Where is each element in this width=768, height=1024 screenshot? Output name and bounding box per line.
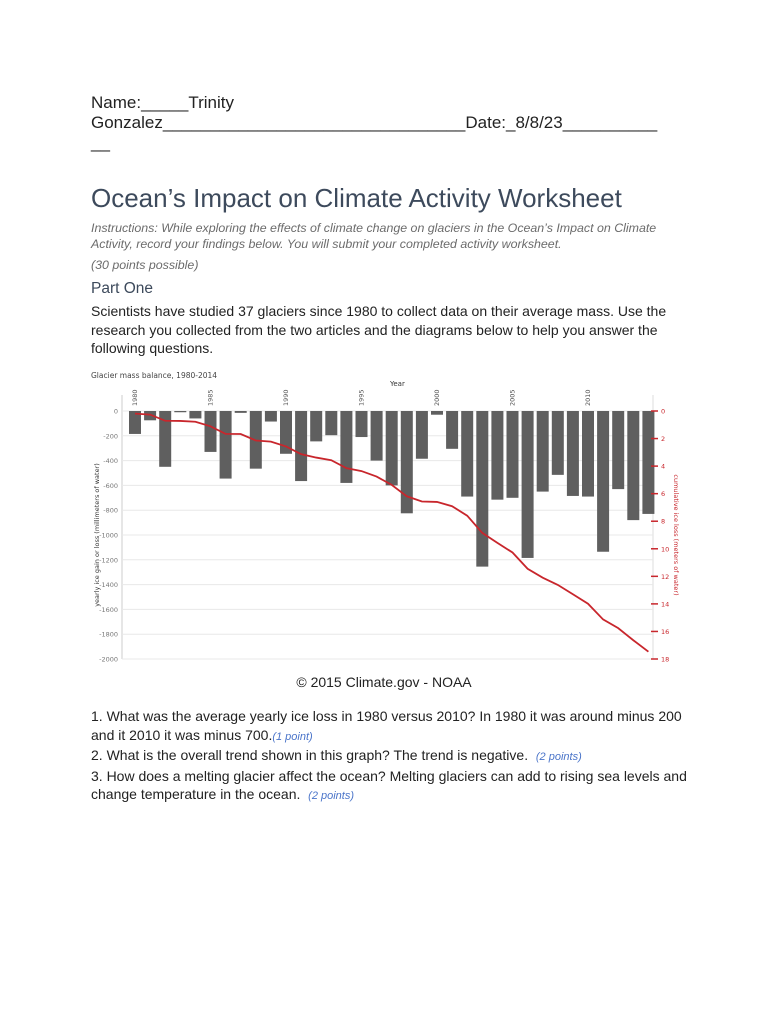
- points-possible: (30 points possible): [91, 258, 199, 272]
- bar-1989: [264, 411, 277, 422]
- y-tick-label: -200: [103, 432, 118, 440]
- bar-2001: [446, 411, 459, 449]
- bar-1999: [415, 411, 428, 459]
- y2-tick-label: 2: [661, 435, 665, 443]
- y-tick-label: -1200: [99, 556, 118, 564]
- bar-1991: [295, 411, 308, 482]
- y2-tick-label: 14: [661, 600, 669, 608]
- glacier-mass-balance-chart: Glacier mass balance, 1980-2014 Year yea…: [91, 371, 680, 664]
- y2-axis-label: cumulative ice loss (meters of water): [672, 474, 680, 595]
- x-tick-label: 1990: [282, 389, 290, 406]
- bar-1983: [174, 411, 187, 413]
- bar-1998: [400, 411, 413, 514]
- chart-title: Glacier mass balance, 1980-2014: [91, 371, 217, 380]
- x-tick-label: 2010: [584, 389, 592, 406]
- bar-2005: [506, 411, 519, 498]
- name-line-2: Gonzalez________________________________…: [91, 113, 658, 132]
- bar-1996: [370, 411, 383, 461]
- cumulative-loss-line: [134, 412, 649, 653]
- bar-2011: [597, 411, 610, 552]
- page-title: Ocean’s Impact on Climate Activity Works…: [91, 183, 622, 213]
- bar-2008: [551, 411, 564, 475]
- bar-1993: [325, 411, 338, 436]
- y-tick-label: -800: [103, 507, 118, 515]
- bar-2010: [582, 411, 594, 497]
- bar-2004: [491, 411, 504, 500]
- part-one-heading: Part One: [91, 280, 154, 297]
- bar-1980: [129, 411, 141, 434]
- bar-2006: [521, 411, 534, 558]
- x-tick-label: 1995: [358, 389, 366, 406]
- question-2-text: 2. What is the overall trend shown in th…: [91, 747, 529, 763]
- bar-1987: [234, 411, 247, 413]
- bar-1995: [355, 411, 368, 438]
- bar-1994: [340, 411, 353, 483]
- bar-1984: [189, 411, 202, 419]
- y2-tick-label: 0: [661, 408, 665, 416]
- y-tick-label: -400: [103, 457, 118, 465]
- bar-2000: [431, 411, 443, 415]
- x-tick-label: 2000: [433, 389, 441, 406]
- y-tick-label: -2000: [99, 656, 118, 664]
- question-1: 1. What was the average yearly ice loss …: [91, 707, 691, 746]
- question-2: 2. What is the overall trend shown in th…: [91, 746, 691, 767]
- y2-tick-label: 16: [661, 628, 669, 636]
- y2-tick-label: 12: [661, 573, 669, 581]
- bar-1997: [385, 411, 398, 486]
- y2-tick-label: 18: [661, 656, 669, 664]
- y-tick-label: -600: [103, 482, 118, 490]
- bar-1986: [219, 411, 232, 479]
- y-tick-label: -1800: [99, 631, 118, 639]
- y2-tick-label: 10: [661, 545, 669, 553]
- x-axis-label: Year: [389, 380, 405, 388]
- y-axis-label: yearly ice gain or loss (millimeters of …: [93, 463, 101, 607]
- bar-1982: [159, 411, 172, 467]
- image-credit: © 2015 Climate.gov - NOAA: [296, 674, 472, 690]
- y2-tick-label: 4: [661, 463, 665, 471]
- y2-tick-label: 8: [661, 518, 665, 526]
- bar-2003: [476, 411, 489, 567]
- y-tick-label: 0: [114, 408, 118, 416]
- bar-1981: [144, 411, 157, 421]
- bar-2002: [461, 411, 474, 497]
- bar-2012: [612, 411, 625, 490]
- y2-tick-label: 6: [661, 490, 665, 498]
- part-one-intro: Scientists have studied 37 glaciers sinc…: [91, 303, 667, 357]
- question-1-text: 1. What was the average yearly ice loss …: [91, 708, 682, 743]
- question-3: 3. How does a melting glacier affect the…: [91, 767, 691, 806]
- bar-2009: [566, 411, 579, 496]
- bar-2007: [536, 411, 549, 492]
- question-1-points: (1 point): [272, 730, 313, 743]
- y-tick-label: -1400: [99, 581, 118, 589]
- question-3-text: 3. How does a melting glacier affect the…: [91, 767, 687, 803]
- bar-2014: [642, 411, 655, 514]
- instructions: Instructions: While exploring the effect…: [91, 221, 657, 251]
- x-tick-label: 1985: [207, 389, 215, 406]
- question-2-points: (2 points): [535, 751, 582, 763]
- bar-2013: [627, 411, 640, 521]
- bar-1992: [310, 411, 323, 442]
- questions: 1. What was the average yearly ice loss …: [91, 707, 691, 806]
- bar-1990: [280, 411, 292, 454]
- y-tick-label: -1600: [99, 606, 118, 614]
- name-date-header: Name:_____Trinity Gonzalez_______________…: [91, 93, 657, 153]
- question-3-points: (2 points): [308, 790, 355, 802]
- bar-1985: [204, 411, 217, 452]
- name-line-3: __: [91, 133, 110, 152]
- x-tick-label: 2005: [509, 389, 517, 406]
- x-tick-label: 1980: [131, 389, 139, 406]
- name-line-1: Name:_____Trinity: [91, 93, 234, 112]
- y-tick-label: -1000: [99, 532, 118, 540]
